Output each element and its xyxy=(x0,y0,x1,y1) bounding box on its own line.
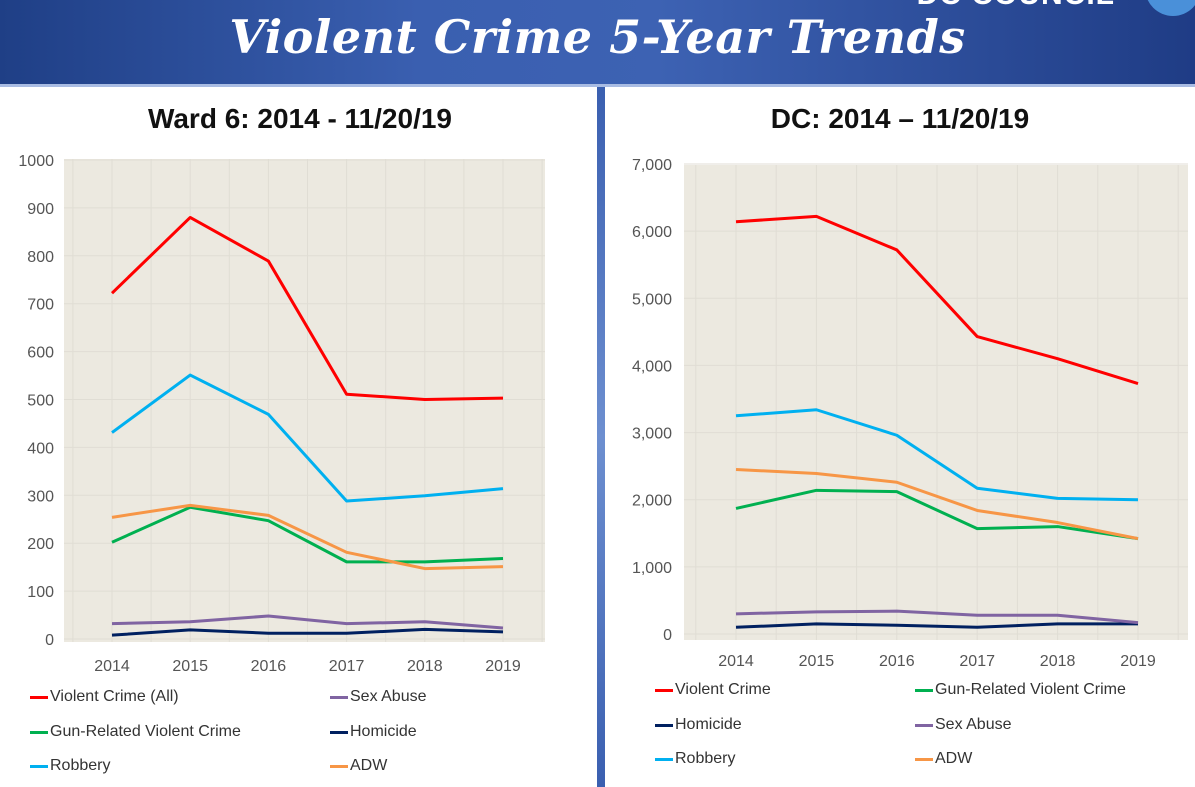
y-tick-label: 800 xyxy=(27,249,54,266)
legend-label: Robbery xyxy=(50,757,111,774)
legend-item: ADW xyxy=(915,750,972,768)
legend-swatch xyxy=(915,723,933,727)
y-tick-label: 5,000 xyxy=(632,291,672,308)
y-tick-label: 7,000 xyxy=(632,157,672,174)
legend-item: Violent Crime (All) xyxy=(30,688,179,706)
series-line-sex-abuse xyxy=(735,609,1139,625)
legend-swatch xyxy=(655,723,673,727)
x-tick-label: 2018 xyxy=(407,658,443,675)
legend-swatch xyxy=(330,695,348,699)
series-line-gun-related-violent-crime xyxy=(735,488,1139,541)
legend-label: Homicide xyxy=(675,716,742,733)
chart-title-dc: DC: 2014 – 11/20/19 xyxy=(770,103,1030,134)
legend-label: ADW xyxy=(350,757,388,774)
y-tick-label: 700 xyxy=(27,297,54,314)
series-line-robbery xyxy=(111,373,504,503)
legend-swatch xyxy=(655,757,673,761)
legend-label: Gun-Related Violent Crime xyxy=(50,723,241,740)
legend-swatch xyxy=(915,688,933,692)
series-line-violent-crime-all- xyxy=(110,215,504,401)
x-tick-label: 2015 xyxy=(799,653,835,670)
y-tick-label: 1,000 xyxy=(632,560,672,577)
legend-swatch xyxy=(915,757,933,761)
x-tick-label: 2017 xyxy=(959,653,995,670)
series-line-gun-related-violent-crime xyxy=(111,505,504,564)
legend-swatch xyxy=(30,730,48,734)
x-tick-label: 2014 xyxy=(94,658,130,675)
legend-item: Homicide xyxy=(655,716,742,734)
x-tick-label: 2019 xyxy=(485,658,521,675)
series-line-homicide xyxy=(735,622,1138,629)
org-name: DC COUNCIL xyxy=(917,0,1115,12)
panel-divider xyxy=(597,87,605,787)
legend-swatch xyxy=(330,764,348,768)
legend-label: Violent Crime (All) xyxy=(50,688,179,705)
y-tick-label: 600 xyxy=(27,345,54,362)
y-tick-label: 1000 xyxy=(18,153,54,170)
legend-label: Robbery xyxy=(675,750,736,767)
series-line-homicide xyxy=(111,627,504,637)
plot-area xyxy=(684,165,1188,640)
series-line-sex-abuse xyxy=(111,614,504,630)
legend-item: Sex Abuse xyxy=(330,688,427,706)
plot-area xyxy=(64,159,545,642)
x-tick-label: 2019 xyxy=(1120,653,1156,670)
y-tick-label: 100 xyxy=(27,584,54,601)
series-line-adw xyxy=(735,468,1139,541)
legend-item: Violent Crime xyxy=(655,681,771,699)
legend-item: Homicide xyxy=(330,723,417,741)
legend-label: Sex Abuse xyxy=(935,716,1012,733)
y-tick-label: 0 xyxy=(45,632,54,649)
page-title: Violent Crime 5-Year Trends xyxy=(229,10,966,64)
header-banner: DC COUNCIL Violent Crime 5-Year Trends xyxy=(0,0,1195,87)
x-tick-label: 2016 xyxy=(879,653,915,670)
legend-item: Robbery xyxy=(30,757,110,775)
chart-0: 0 100 200 300 400 500 600 700 800 900 1000 2014 2015… xyxy=(18,153,545,675)
legend-item: ADW xyxy=(330,757,387,775)
legend-item: Gun-Related Violent Crime xyxy=(30,723,241,741)
y-tick-label: 300 xyxy=(27,488,54,505)
x-tick-label: 2018 xyxy=(1040,653,1076,670)
legend-item: Sex Abuse xyxy=(915,716,1012,734)
x-tick-label: 2015 xyxy=(172,658,208,675)
y-tick-label: 2,000 xyxy=(632,493,672,510)
chart-1: 0 1,000 2,000 3,000 4,000 5,000 6,000 7,000 2014… xyxy=(632,157,1188,670)
y-tick-label: 500 xyxy=(27,393,54,410)
legend-item: Robbery xyxy=(655,750,735,768)
chart-title-ward6: Ward 6: 2014 - 11/20/19 xyxy=(147,103,453,134)
legend-label: Sex Abuse xyxy=(350,688,427,705)
legend-label: Homicide xyxy=(350,723,417,740)
x-tick-label: 2014 xyxy=(718,653,754,670)
y-tick-label: 4,000 xyxy=(632,358,672,375)
x-tick-label: 2017 xyxy=(329,658,365,675)
legend-swatch xyxy=(30,695,48,699)
legend-label: ADW xyxy=(935,750,973,767)
y-tick-label: 200 xyxy=(27,536,54,553)
y-tick-label: 400 xyxy=(27,440,54,457)
y-tick-label: 0 xyxy=(663,627,672,644)
series-line-robbery xyxy=(735,408,1139,502)
y-tick-label: 6,000 xyxy=(632,224,672,241)
legend-item: Gun-Related Violent Crime xyxy=(915,681,1126,699)
series-line-violent-crime xyxy=(735,214,1139,385)
series-line-adw xyxy=(111,503,504,571)
legend-swatch xyxy=(330,730,348,734)
y-tick-label: 900 xyxy=(27,201,54,218)
y-tick-label: 3,000 xyxy=(632,426,672,443)
legend-swatch xyxy=(30,764,48,768)
legend-swatch xyxy=(655,688,673,692)
legend-label: Gun-Related Violent Crime xyxy=(935,681,1126,698)
x-tick-label: 2016 xyxy=(251,658,287,675)
legend-label: Violent Crime xyxy=(675,681,771,698)
